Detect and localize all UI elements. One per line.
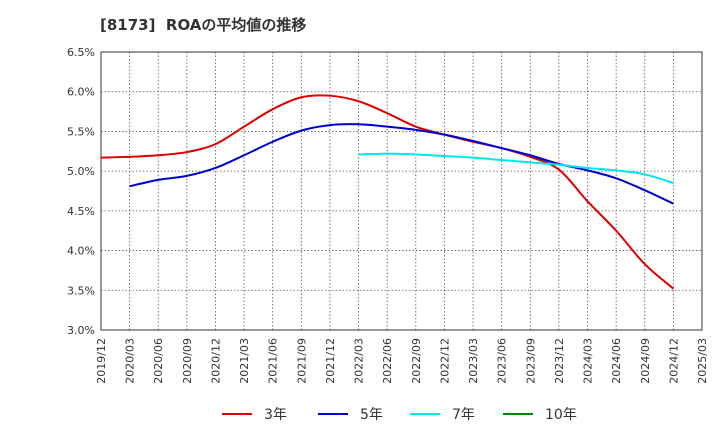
series-line-1 [129, 123, 674, 205]
x-tick-label: 2022/12 [438, 338, 451, 384]
y-tick-label: 4.5% [67, 205, 95, 218]
legend-label-1: 5年 [360, 407, 383, 423]
plot-frame [100, 51, 703, 331]
x-tick-label: 2020/06 [152, 338, 165, 384]
y-tick-label: 5.0% [67, 165, 95, 178]
x-tick-label: 2024/09 [639, 338, 652, 384]
y-tick-label: 3.0% [67, 324, 95, 337]
x-tick-label: 2020/09 [181, 338, 194, 384]
series-line-2 [358, 152, 674, 185]
x-tick-label: 2020/03 [124, 338, 137, 384]
legend-label-0: 3年 [264, 407, 287, 423]
x-tick-label: 2023/06 [496, 338, 509, 384]
x-tick-label: 2023/12 [553, 338, 566, 384]
x-tick-label: 2022/09 [410, 338, 423, 384]
x-tick-label: 2023/03 [467, 338, 480, 384]
x-tick-label: 2021/06 [267, 338, 280, 384]
x-tick-label: 2021/03 [238, 338, 251, 384]
y-tick-label: 5.5% [67, 125, 95, 138]
x-tick-label: 2022/06 [381, 338, 394, 384]
y-tick-label: 3.5% [67, 284, 95, 297]
plot-area [101, 52, 702, 330]
x-tick-label: 2021/12 [324, 338, 337, 384]
y-tick-label: 4.0% [67, 245, 95, 258]
legend-label-2: 7年 [452, 407, 475, 423]
x-tick-label: 2024/03 [582, 338, 595, 384]
y-tick-label: 6.5% [67, 46, 95, 59]
series-line-0 [100, 94, 675, 290]
x-tick-label: 2020/12 [209, 338, 222, 384]
x-tick-label: 2022/03 [353, 338, 366, 384]
chart-title: [8173] ROAの平均値の推移 [100, 16, 307, 34]
legend-label-3: 10年 [545, 407, 577, 423]
y-tick-label: 6.0% [67, 86, 95, 99]
x-tick-label: 2019/12 [95, 338, 108, 384]
x-tick-label: 2025/03 [696, 338, 709, 384]
x-tick-label: 2024/12 [667, 338, 680, 384]
x-tick-label: 2024/06 [610, 338, 623, 384]
x-tick-label: 2023/09 [524, 338, 537, 384]
x-tick-label: 2021/09 [295, 338, 308, 384]
